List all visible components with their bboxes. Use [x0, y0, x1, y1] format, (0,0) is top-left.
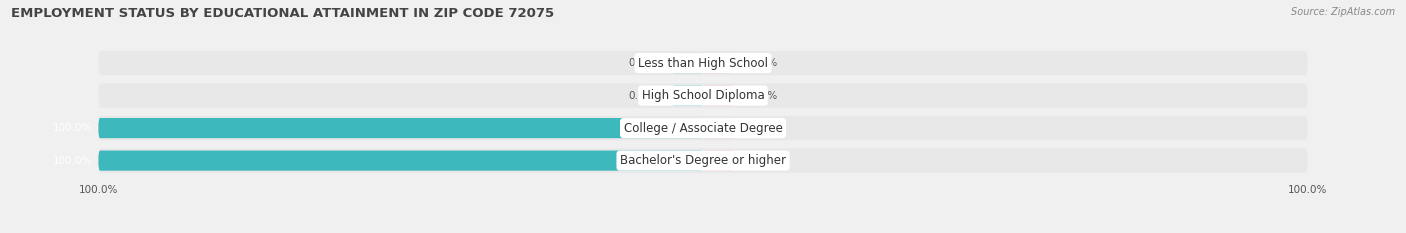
Text: College / Associate Degree: College / Associate Degree — [624, 122, 782, 135]
Text: 0.0%: 0.0% — [751, 58, 778, 68]
FancyBboxPatch shape — [98, 51, 1308, 75]
FancyBboxPatch shape — [98, 151, 703, 171]
FancyBboxPatch shape — [672, 86, 703, 106]
Text: 0.0%: 0.0% — [628, 91, 655, 101]
Text: EMPLOYMENT STATUS BY EDUCATIONAL ATTAINMENT IN ZIP CODE 72075: EMPLOYMENT STATUS BY EDUCATIONAL ATTAINM… — [11, 7, 554, 20]
Text: 0.0%: 0.0% — [751, 123, 778, 133]
FancyBboxPatch shape — [703, 151, 734, 171]
Legend: In Labor Force, Unemployed: In Labor Force, Unemployed — [603, 230, 803, 233]
FancyBboxPatch shape — [98, 116, 1308, 140]
Text: 0.0%: 0.0% — [751, 156, 778, 166]
FancyBboxPatch shape — [98, 148, 1308, 173]
FancyBboxPatch shape — [703, 53, 734, 73]
Text: Bachelor's Degree or higher: Bachelor's Degree or higher — [620, 154, 786, 167]
FancyBboxPatch shape — [703, 118, 734, 138]
FancyBboxPatch shape — [703, 86, 734, 106]
Text: 100.0%: 100.0% — [53, 123, 93, 133]
Text: Less than High School: Less than High School — [638, 57, 768, 70]
Text: High School Diploma: High School Diploma — [641, 89, 765, 102]
Text: 0.0%: 0.0% — [751, 91, 778, 101]
Text: Source: ZipAtlas.com: Source: ZipAtlas.com — [1291, 7, 1395, 17]
Text: 0.0%: 0.0% — [628, 58, 655, 68]
FancyBboxPatch shape — [98, 83, 1308, 108]
FancyBboxPatch shape — [672, 53, 703, 73]
Text: 100.0%: 100.0% — [53, 156, 93, 166]
FancyBboxPatch shape — [98, 118, 703, 138]
